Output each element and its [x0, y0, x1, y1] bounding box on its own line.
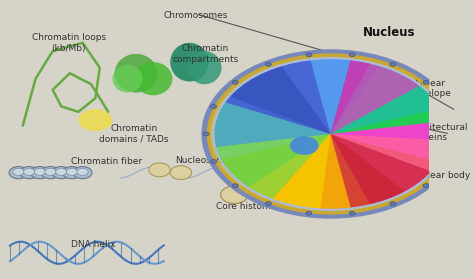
- Circle shape: [34, 168, 46, 175]
- Wedge shape: [330, 64, 440, 134]
- Wedge shape: [330, 134, 446, 191]
- Wedge shape: [320, 134, 443, 209]
- Circle shape: [63, 167, 82, 179]
- Circle shape: [73, 167, 92, 179]
- Text: Chromatin fiber: Chromatin fiber: [72, 157, 143, 167]
- Wedge shape: [330, 81, 447, 162]
- Circle shape: [170, 166, 191, 180]
- Circle shape: [423, 80, 429, 84]
- Ellipse shape: [170, 43, 209, 81]
- Circle shape: [13, 168, 24, 175]
- Text: Chromatin
compartments: Chromatin compartments: [172, 44, 238, 64]
- Circle shape: [78, 109, 112, 131]
- Circle shape: [221, 186, 248, 204]
- Wedge shape: [330, 66, 445, 134]
- Wedge shape: [330, 59, 389, 134]
- Circle shape: [210, 160, 217, 163]
- Circle shape: [306, 53, 312, 57]
- Circle shape: [66, 168, 77, 175]
- Circle shape: [445, 105, 451, 109]
- Ellipse shape: [187, 51, 221, 84]
- Circle shape: [232, 184, 238, 187]
- Circle shape: [203, 132, 209, 136]
- Circle shape: [30, 167, 49, 179]
- Text: Chromatin loops
(kb/Mb): Chromatin loops (kb/Mb): [32, 33, 106, 52]
- Circle shape: [290, 136, 319, 155]
- Circle shape: [9, 167, 28, 179]
- Ellipse shape: [115, 54, 157, 93]
- Circle shape: [306, 211, 312, 215]
- Wedge shape: [225, 60, 330, 134]
- Text: Nuclear
envelope: Nuclear envelope: [410, 79, 452, 98]
- Circle shape: [149, 163, 170, 177]
- Wedge shape: [330, 59, 426, 134]
- Text: DNA helix: DNA helix: [71, 240, 116, 249]
- Text: Nucleus: Nucleus: [363, 26, 415, 39]
- Wedge shape: [282, 59, 351, 134]
- Circle shape: [45, 168, 56, 175]
- Circle shape: [423, 184, 429, 187]
- Circle shape: [52, 167, 71, 179]
- Wedge shape: [216, 134, 330, 199]
- Circle shape: [210, 105, 217, 109]
- Wedge shape: [225, 59, 351, 134]
- Wedge shape: [214, 102, 330, 191]
- Text: Architectural
proteins: Architectural proteins: [410, 123, 468, 142]
- Circle shape: [55, 168, 67, 175]
- Circle shape: [24, 168, 35, 175]
- Circle shape: [205, 53, 456, 215]
- Circle shape: [41, 167, 60, 179]
- Circle shape: [349, 53, 355, 57]
- Ellipse shape: [112, 65, 143, 93]
- Wedge shape: [248, 134, 341, 209]
- Text: Nuclear body: Nuclear body: [410, 171, 470, 180]
- Wedge shape: [214, 97, 330, 160]
- Circle shape: [232, 80, 238, 84]
- Wedge shape: [330, 134, 431, 208]
- Circle shape: [452, 132, 458, 136]
- Circle shape: [265, 202, 271, 206]
- Circle shape: [77, 168, 88, 175]
- Text: Core histones: Core histones: [216, 202, 278, 211]
- Ellipse shape: [134, 62, 173, 95]
- Text: Chromatin
domains / TADs: Chromatin domains / TADs: [99, 124, 169, 144]
- Circle shape: [445, 160, 451, 163]
- Text: Chromosomes: Chromosomes: [164, 11, 228, 20]
- Wedge shape: [273, 134, 370, 209]
- Circle shape: [390, 62, 396, 66]
- Circle shape: [265, 62, 271, 66]
- Wedge shape: [330, 60, 419, 134]
- Circle shape: [390, 202, 396, 206]
- Text: Nucleosome: Nucleosome: [175, 156, 231, 165]
- Circle shape: [20, 167, 38, 179]
- Circle shape: [349, 211, 355, 215]
